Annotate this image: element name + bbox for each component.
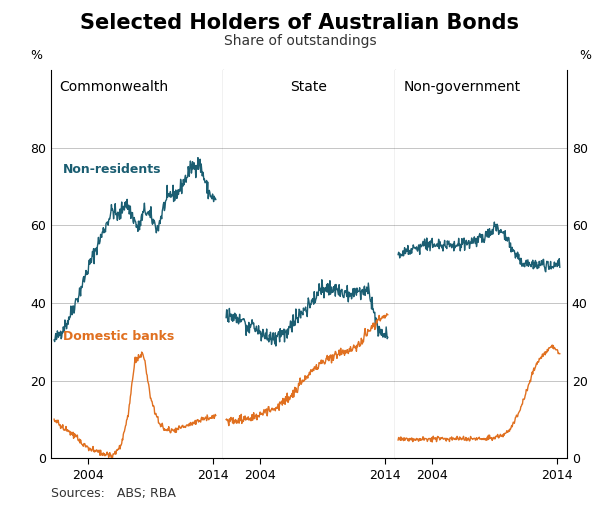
Text: Commonwealth: Commonwealth [59, 80, 169, 94]
Text: Sources:   ABS; RBA: Sources: ABS; RBA [51, 487, 176, 500]
Text: Non-government: Non-government [404, 80, 521, 94]
Text: Share of outstandings: Share of outstandings [224, 34, 376, 48]
Text: Non-residents: Non-residents [63, 163, 161, 176]
Text: %: % [579, 49, 591, 62]
Text: State: State [290, 80, 328, 94]
Text: Domestic banks: Domestic banks [63, 330, 174, 343]
Text: Selected Holders of Australian Bonds: Selected Holders of Australian Bonds [80, 13, 520, 33]
Text: %: % [31, 49, 43, 62]
